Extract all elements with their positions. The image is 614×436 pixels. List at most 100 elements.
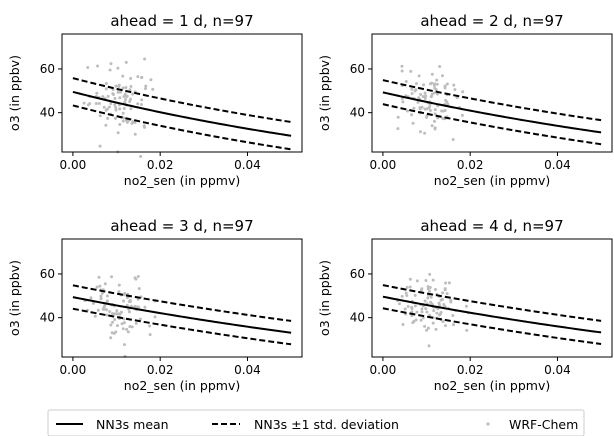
wrf-chem-point xyxy=(445,82,449,86)
wrf-chem-point xyxy=(413,304,417,308)
wrf-chem-point xyxy=(113,312,117,316)
wrf-chem-point xyxy=(99,297,103,301)
wrf-chem-point xyxy=(430,302,434,306)
axes-frame xyxy=(371,238,613,358)
wrf-chem-point xyxy=(100,291,104,295)
wrf-chem-point xyxy=(131,120,135,124)
std-upper-line xyxy=(72,284,292,322)
axes-frame xyxy=(61,33,303,153)
wrf-chem-point xyxy=(122,343,126,347)
wrf-chem-point xyxy=(128,325,132,329)
wrf-chem-point xyxy=(101,95,105,99)
wrf-chem-point xyxy=(140,75,144,79)
wrf-chem-point xyxy=(423,96,427,100)
wrf-chem-point xyxy=(123,92,127,96)
wrf-chem-point xyxy=(116,131,120,135)
wrf-chem-point xyxy=(125,303,129,307)
y-axis-label: o3 (in ppbv) xyxy=(317,55,332,131)
wrf-chem-point xyxy=(432,84,436,88)
wrf-chem-point xyxy=(410,87,414,91)
wrf-chem-point xyxy=(128,310,131,314)
wrf-chem-point xyxy=(121,74,125,78)
wrf-chem-point xyxy=(126,330,130,334)
wrf-chem-point xyxy=(443,86,447,90)
wrf-chem-point xyxy=(103,282,107,286)
x-tick-label: 0.02 xyxy=(457,363,484,377)
wrf-chem-point xyxy=(435,311,439,315)
wrf-chem-point xyxy=(117,290,121,294)
wrf-chem-point xyxy=(102,105,106,109)
wrf-chem-point xyxy=(435,82,439,86)
wrf-chem-point xyxy=(98,284,102,288)
wrf-chem-point xyxy=(432,309,436,313)
wrf-chem-point xyxy=(134,321,138,325)
wrf-chem-point xyxy=(423,131,427,135)
wrf-chem-point xyxy=(109,62,113,66)
wrf-chem-point xyxy=(105,107,109,111)
wrf-chem-point xyxy=(122,94,126,98)
wrf-chem-point xyxy=(420,310,424,314)
wrf-chem-point xyxy=(437,301,441,305)
wrf-chem-point xyxy=(427,344,431,348)
x-tick-label: 0.00 xyxy=(60,363,87,377)
y-tick-label: 40 xyxy=(40,106,55,120)
x-axis-label: no2_sen (in ppmv) xyxy=(434,173,550,188)
y-tick-label: 40 xyxy=(40,311,55,325)
x-tick-label: 0.04 xyxy=(234,158,261,172)
wrf-chem-point xyxy=(410,113,414,117)
wrf-chem-point xyxy=(405,293,409,297)
wrf-chem-point xyxy=(414,82,418,86)
wrf-chem-point xyxy=(143,57,147,61)
wrf-chem-point xyxy=(406,109,410,113)
wrf-chem-point xyxy=(124,60,128,64)
wrf-chem-point xyxy=(417,96,421,100)
wrf-chem-point xyxy=(143,125,147,129)
wrf-chem-point xyxy=(99,294,103,298)
wrf-chem-point xyxy=(443,304,447,308)
y-axis-label: o3 (in ppbv) xyxy=(7,55,22,131)
wrf-chem-point xyxy=(114,84,118,88)
wrf-chem-point xyxy=(439,312,443,316)
wrf-chem-point xyxy=(139,103,143,107)
wrf-chem-point xyxy=(98,114,102,118)
legend-std-label: NN3s ±1 std. deviation xyxy=(254,417,399,432)
wrf-chem-point xyxy=(452,83,456,87)
wrf-chem-point xyxy=(414,88,418,92)
wrf-chem-point xyxy=(403,307,407,311)
wrf-chem-point xyxy=(452,323,456,327)
wrf-chem-point xyxy=(102,307,106,311)
wrf-chem-point xyxy=(143,305,147,309)
wrf-chem-point xyxy=(396,115,400,119)
wrf-chem-point xyxy=(139,154,143,158)
wrf-chem-point xyxy=(122,293,126,297)
wrf-chem-point xyxy=(153,315,157,319)
wrf-chem-point xyxy=(427,105,431,109)
y-axis-label: o3 (in ppbv) xyxy=(7,260,22,336)
wrf-chem-point xyxy=(129,76,133,80)
wrf-chem-point xyxy=(418,130,422,134)
wrf-chem-point xyxy=(95,285,99,289)
wrf-chem-point xyxy=(443,288,447,292)
wrf-chem-point xyxy=(423,324,427,328)
wrf-chem-point xyxy=(123,100,127,104)
wrf-chem-point xyxy=(98,144,102,148)
wrf-chem-point xyxy=(106,116,110,120)
wrf-chem-point xyxy=(108,68,112,72)
wrf-chem-point xyxy=(426,296,430,300)
wrf-chem-point xyxy=(113,318,117,322)
wrf-chem-point xyxy=(144,84,148,88)
wrf-chem-point xyxy=(136,274,140,278)
wrf-chem-point xyxy=(422,83,426,87)
wrf-chem-point xyxy=(115,312,119,316)
mean-line xyxy=(382,295,602,334)
wrf-chem-point xyxy=(449,298,453,302)
wrf-chem-point xyxy=(111,92,115,96)
wrf-chem-points xyxy=(83,274,157,358)
wrf-chem-point xyxy=(433,126,437,130)
wrf-chem-point xyxy=(113,116,117,120)
wrf-chem-point xyxy=(118,122,122,126)
wrf-chem-point xyxy=(410,305,414,309)
wrf-chem-point xyxy=(106,94,110,98)
wrf-chem-point xyxy=(431,321,435,325)
wrf-chem-point xyxy=(133,132,137,136)
